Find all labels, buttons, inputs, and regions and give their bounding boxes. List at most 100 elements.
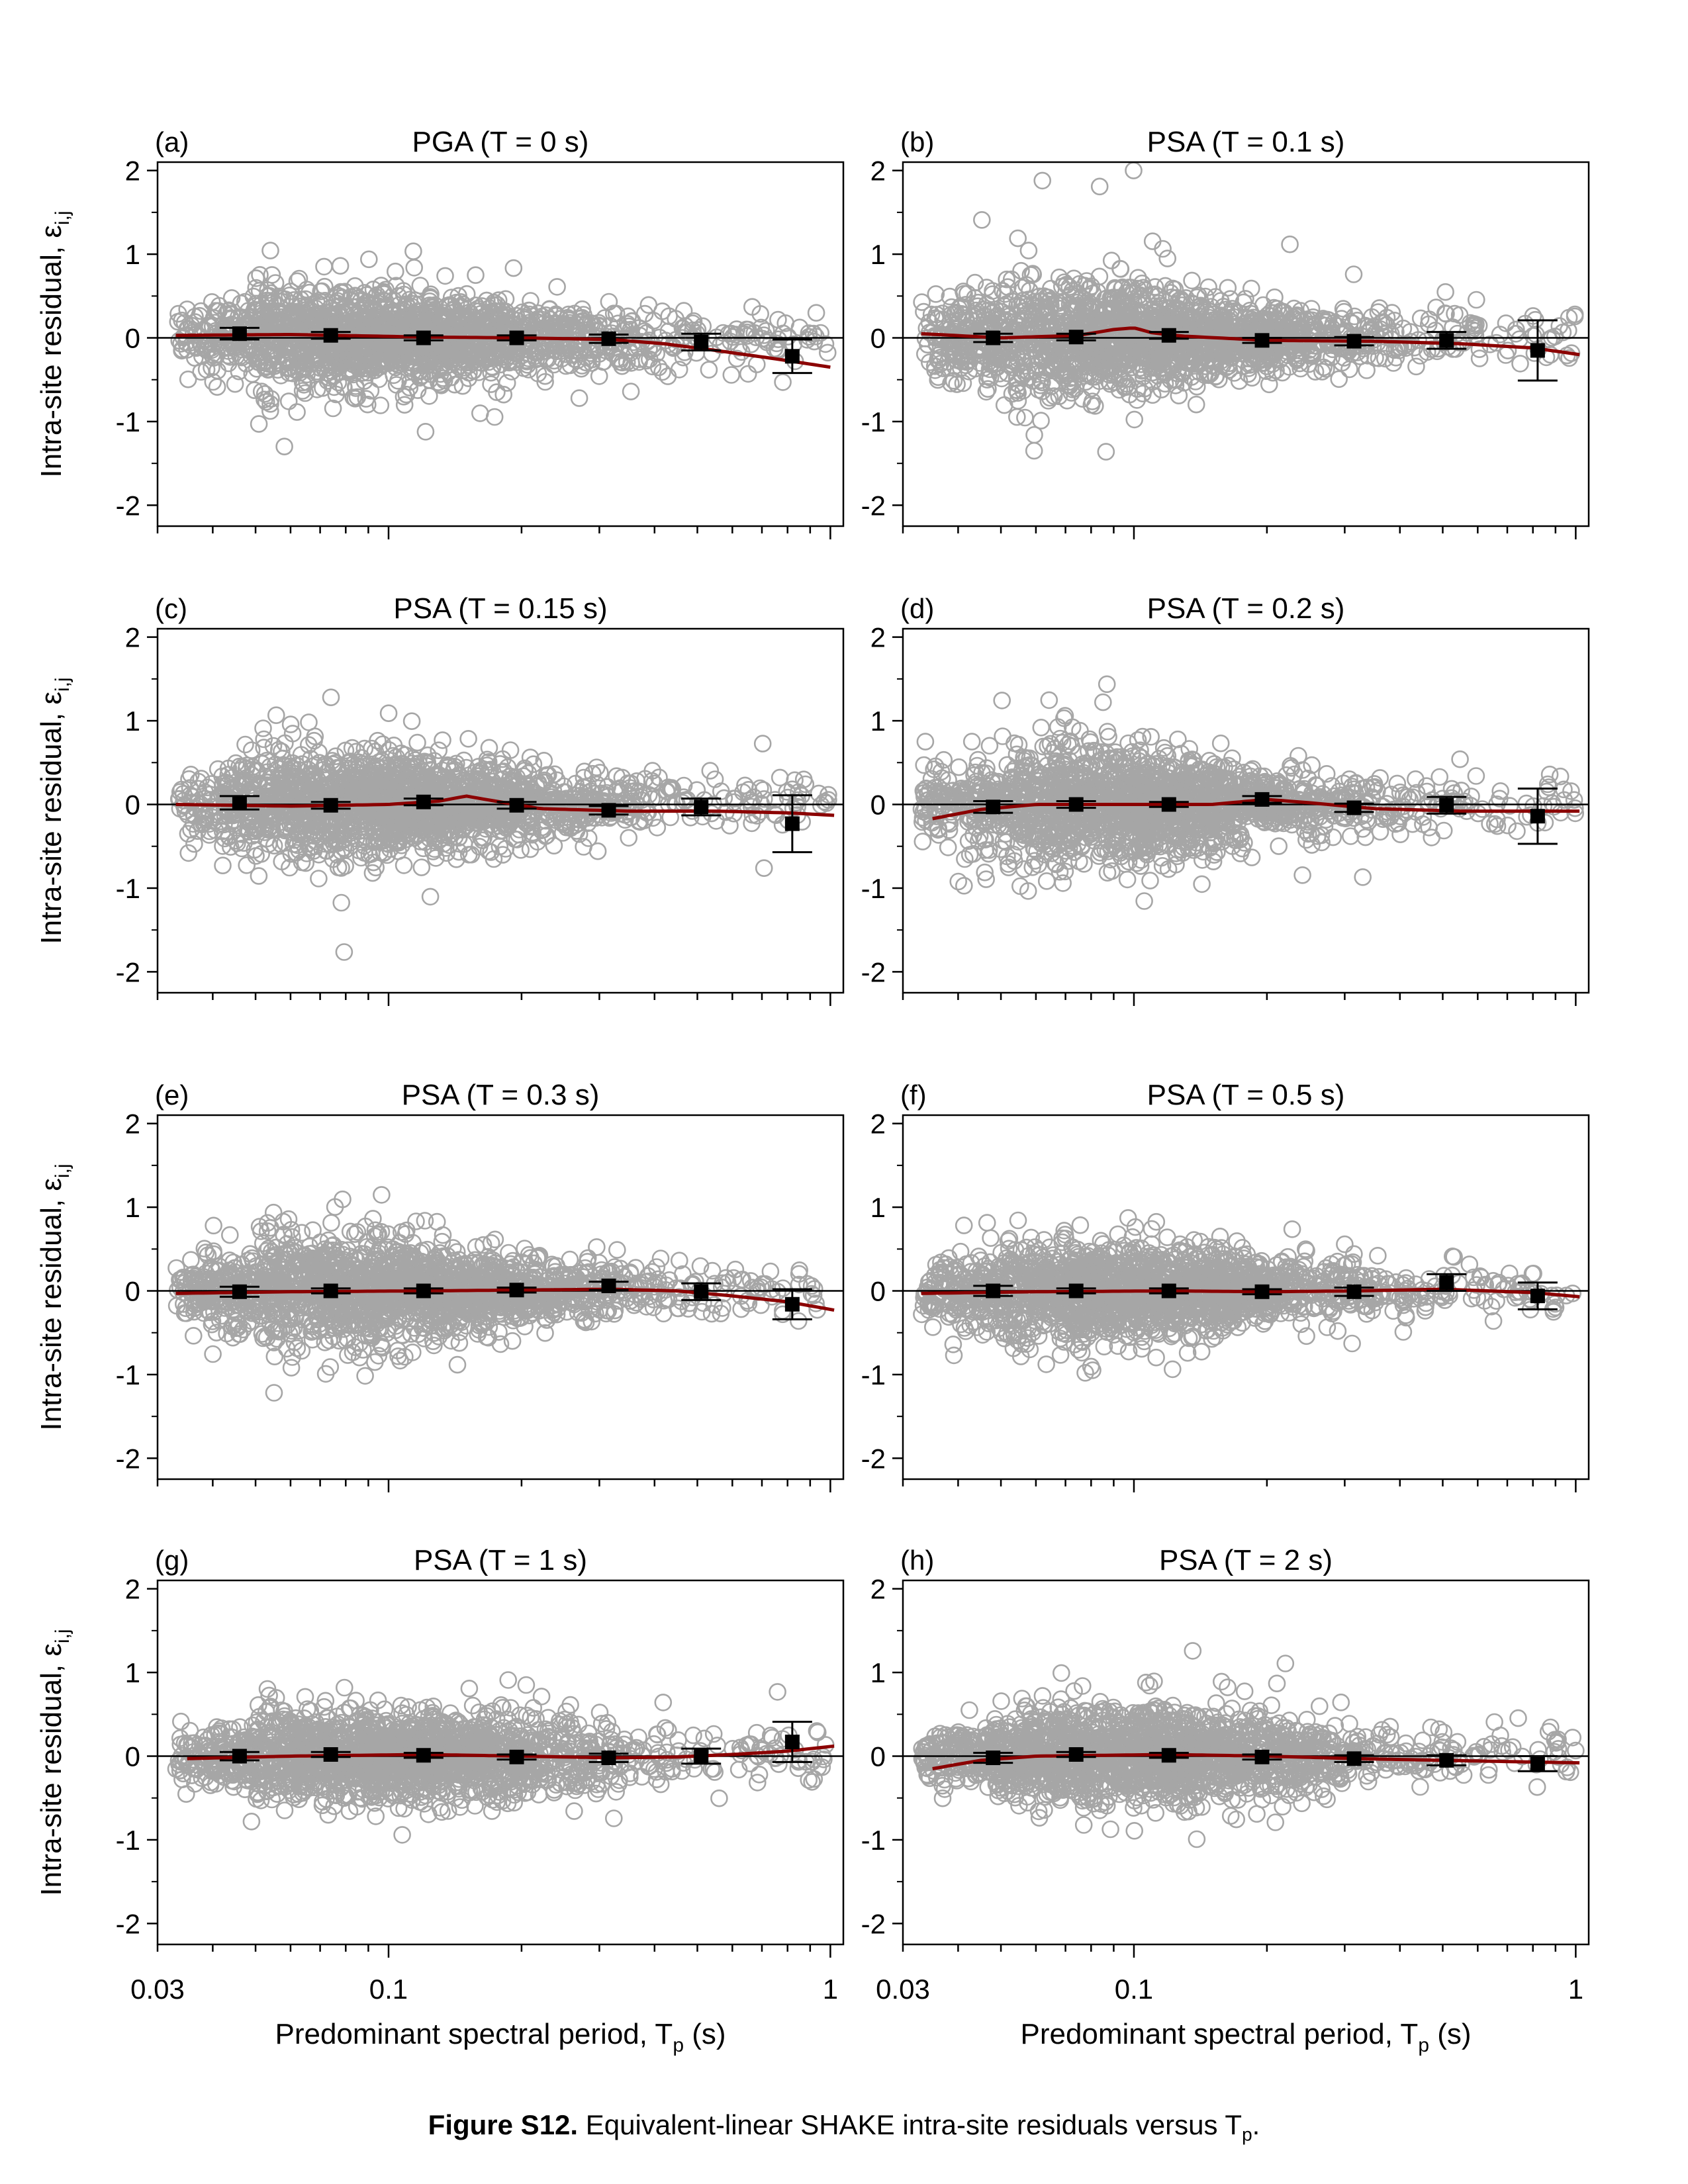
scatter-point <box>748 355 766 373</box>
y-tick-label: 0 <box>870 323 886 354</box>
scatter-point <box>973 210 991 229</box>
scatter-point <box>279 392 298 410</box>
panel-label: (b) <box>900 126 934 158</box>
scatter-point <box>405 259 424 277</box>
scatter-point <box>179 370 197 388</box>
y-tick-label: -2 <box>861 490 886 521</box>
scatter-point <box>1125 410 1143 429</box>
scatter-point <box>1125 161 1143 179</box>
scatter-point <box>722 366 741 384</box>
scatter-point <box>324 399 342 418</box>
scatter-point <box>471 404 489 422</box>
scatter-point <box>250 415 268 433</box>
y-tick-label: 2 <box>125 156 140 187</box>
scatter-point <box>570 389 588 407</box>
scatter-point <box>1009 229 1027 248</box>
y-tick-label: 0 <box>125 323 140 354</box>
bin-marker <box>1530 343 1545 358</box>
scatter-point <box>1097 443 1115 461</box>
scatter-point <box>504 259 523 277</box>
scatter-points <box>169 242 837 456</box>
scatter-point <box>1219 279 1237 297</box>
scatter-point <box>1154 240 1172 258</box>
scatter-point <box>359 250 378 269</box>
bin-marker <box>232 326 247 341</box>
scatter-point <box>1183 271 1201 290</box>
scatter-point <box>459 730 477 748</box>
scatter-point <box>267 706 285 724</box>
panel-title: PSA (T = 0.1 s) <box>1147 126 1345 158</box>
bin-marker <box>694 334 709 349</box>
scatter-point <box>739 365 757 383</box>
bin-marker <box>1161 328 1176 343</box>
scatter-point <box>256 385 274 403</box>
bin-marker <box>1068 330 1084 345</box>
scatter-point <box>590 367 608 385</box>
y-tick-label: -1 <box>861 406 886 437</box>
bin-marker <box>1254 333 1270 348</box>
scatter-point <box>1281 235 1299 253</box>
scatter-point <box>536 367 554 385</box>
scatter-point <box>411 277 430 295</box>
scatter-point <box>1511 355 1529 373</box>
bin-marker <box>323 328 338 343</box>
scatter-point <box>1344 265 1363 283</box>
scatter-point <box>331 257 350 275</box>
y-tick-label: 1 <box>870 239 886 270</box>
scatter-point <box>700 361 718 379</box>
scatter-point <box>434 731 451 749</box>
scatter-point <box>261 242 279 259</box>
scatter-point <box>1090 177 1109 196</box>
scatter-point <box>1187 395 1205 414</box>
scatter-point <box>1266 288 1284 306</box>
scatter-point <box>288 403 306 421</box>
scatter-point <box>332 893 351 912</box>
scatter-point <box>620 829 638 847</box>
y-tick-label: 2 <box>870 156 886 187</box>
bin-marker <box>601 331 616 346</box>
scatter-point <box>310 870 328 887</box>
scatter-point <box>548 278 566 296</box>
scatter-point <box>214 856 232 874</box>
scatter-point <box>208 378 226 396</box>
scatter-point <box>622 383 640 400</box>
scatter-point <box>496 840 515 858</box>
y-tick-label: -2 <box>116 490 140 521</box>
bin-marker <box>509 330 524 345</box>
scatter-point <box>485 408 504 426</box>
scatter-point <box>404 242 422 261</box>
scatter-point <box>1407 357 1425 376</box>
scatter-point <box>807 304 825 322</box>
scatter-point <box>659 367 677 385</box>
scatter-point <box>315 257 333 276</box>
scatter-points <box>169 688 837 961</box>
scatter-point <box>416 422 435 441</box>
y-axis-label: Intra-site residual, εi,j <box>35 210 73 477</box>
scatter-point <box>402 712 421 730</box>
scatter-point <box>1032 412 1050 430</box>
scatter-point <box>379 704 398 722</box>
bin-marker <box>416 330 431 345</box>
scatter-point <box>1158 250 1176 267</box>
scatter-point <box>436 267 454 285</box>
scatter-point <box>1143 232 1162 250</box>
scatter-point <box>653 363 671 381</box>
scatter-point <box>1436 283 1454 301</box>
scatter-point <box>1033 171 1051 190</box>
scatter-point <box>1025 441 1043 460</box>
bin-marker <box>1346 334 1362 349</box>
bin-marker <box>784 349 800 364</box>
scatter-points <box>913 161 1584 461</box>
scatter-point <box>179 844 198 862</box>
scatter-point <box>1468 291 1485 309</box>
scatter-point <box>467 266 485 285</box>
panel-b: -2 -1 0 1 2 (b) PSA (T = 0.1 s) <box>861 126 1590 539</box>
scatter-point <box>1470 349 1489 367</box>
bin-marker <box>986 330 1001 345</box>
panel-label: (a) <box>155 126 189 158</box>
y-tick-label: 1 <box>125 239 140 270</box>
scatter-point <box>275 437 293 456</box>
